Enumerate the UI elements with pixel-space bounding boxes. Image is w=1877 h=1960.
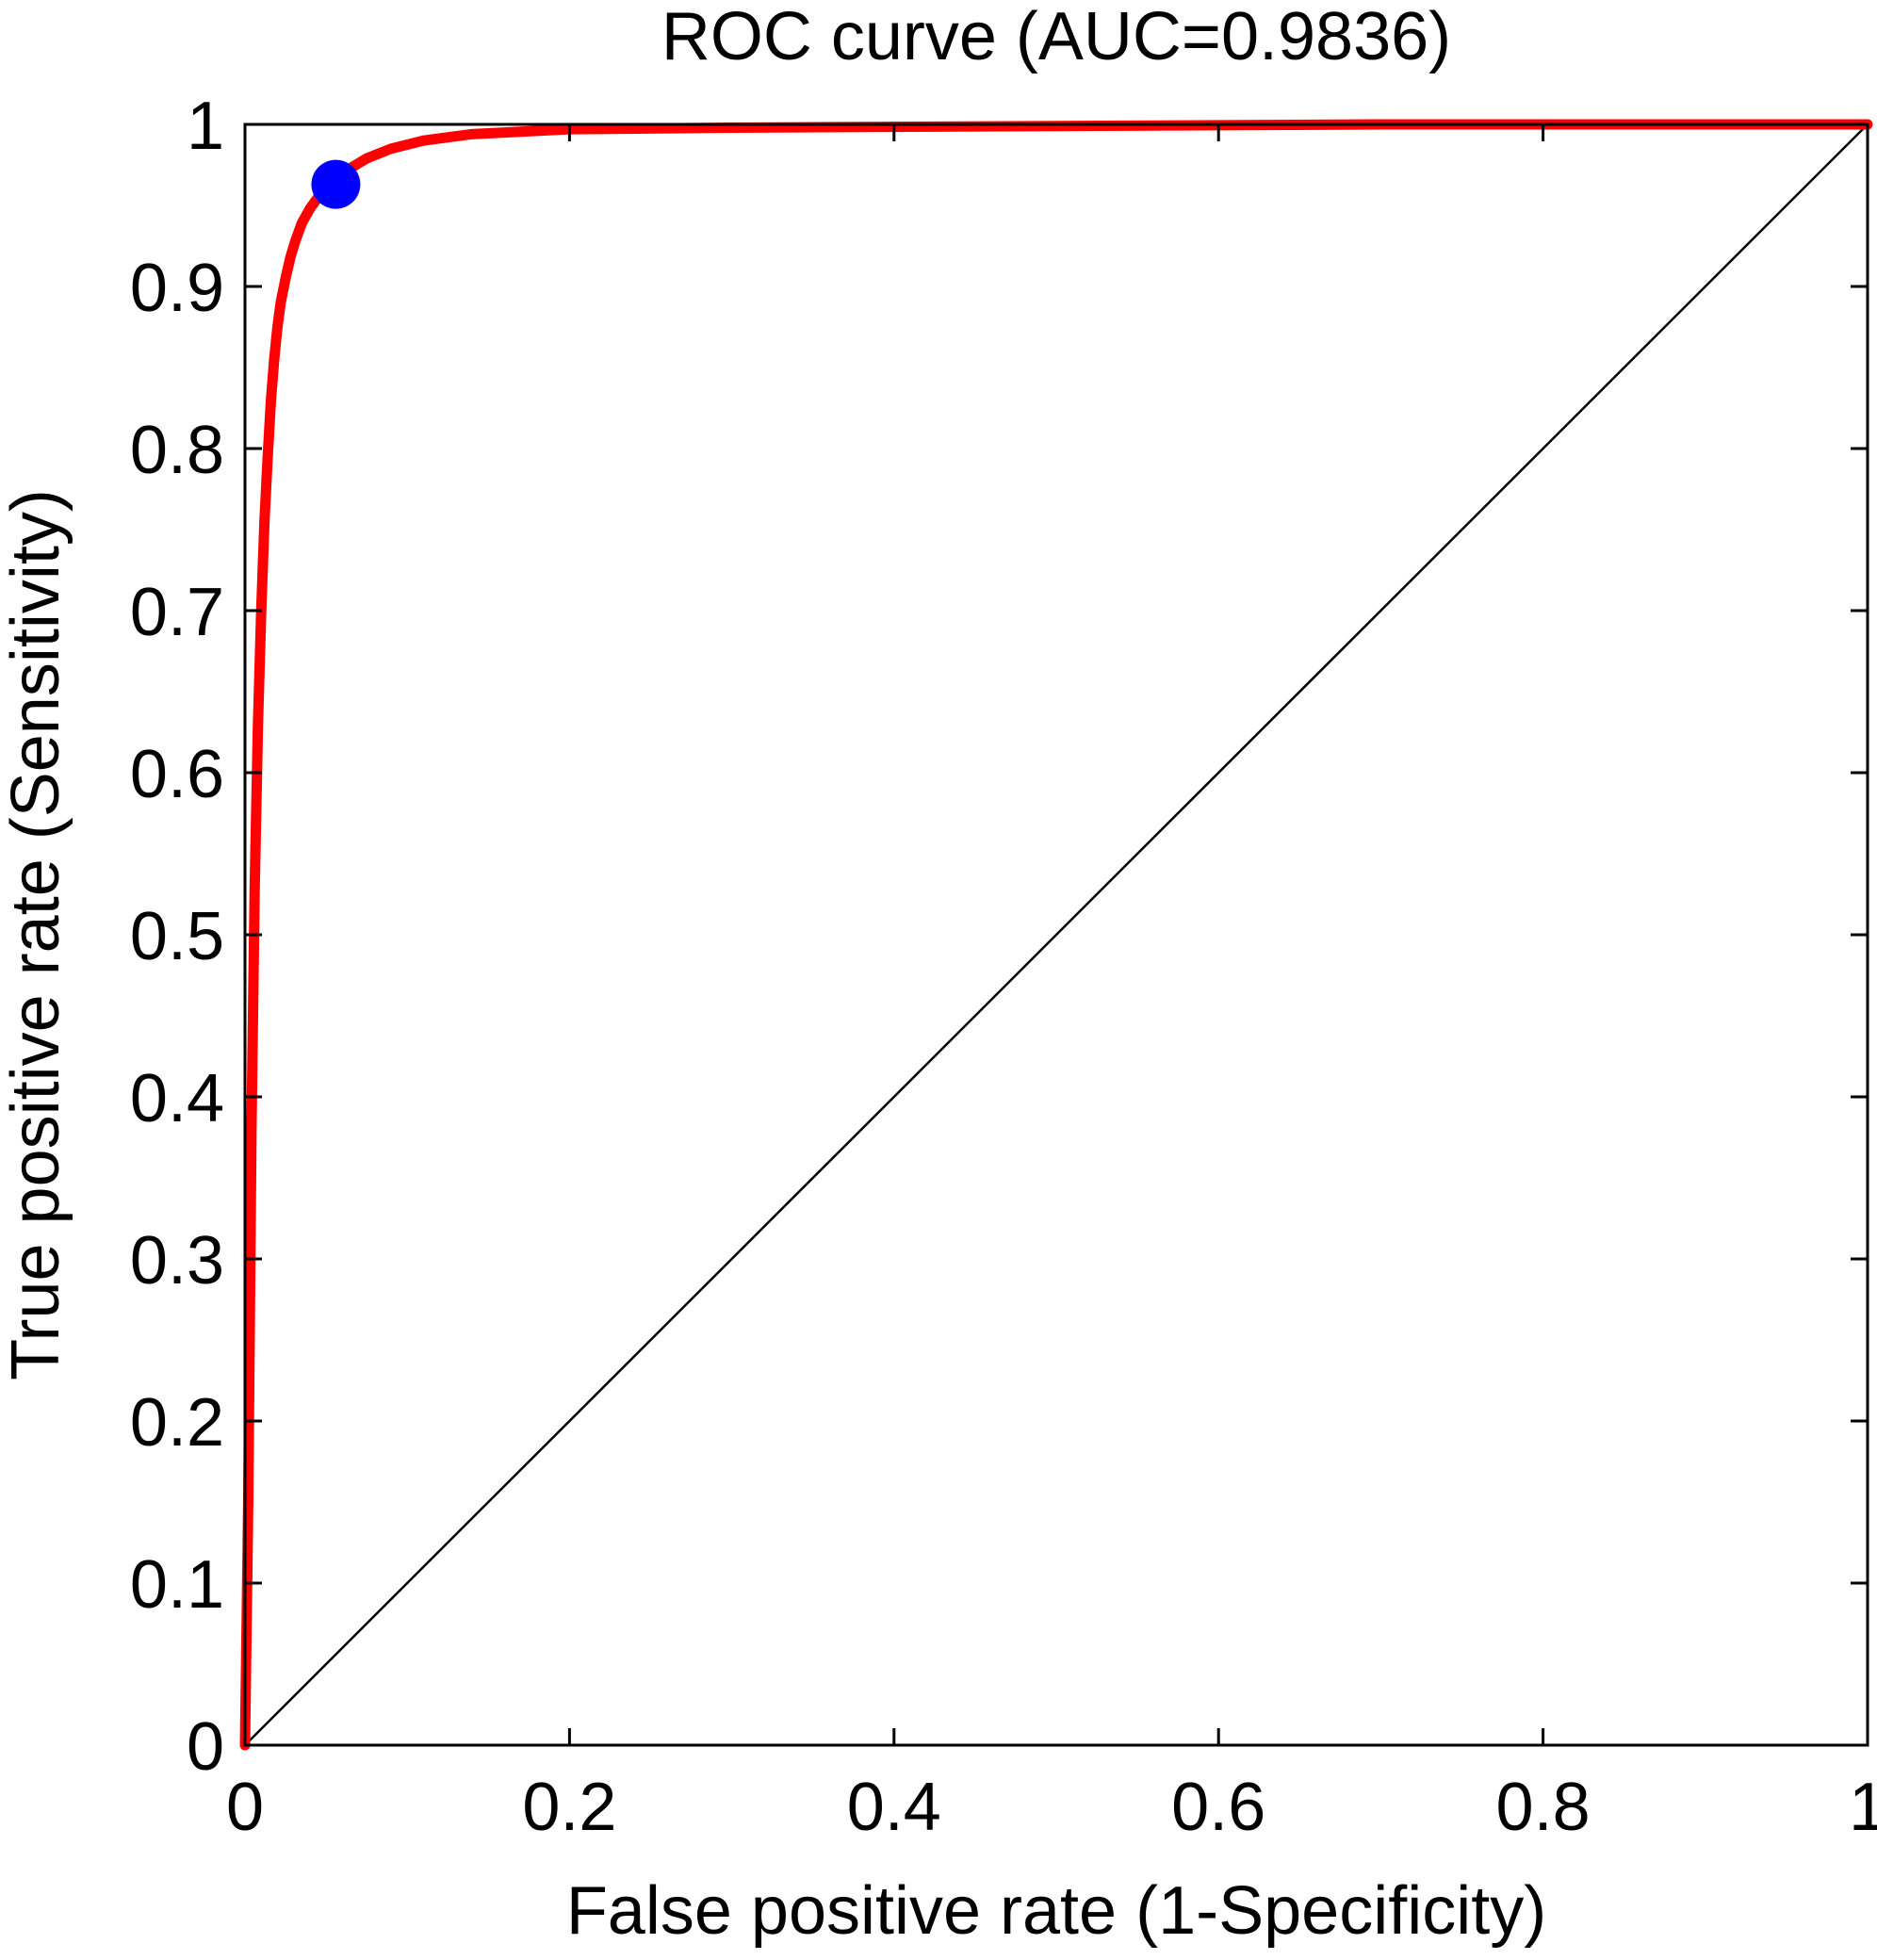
y-tick-label: 0.4 xyxy=(130,1061,224,1136)
operating-point-marker xyxy=(311,159,361,209)
y-axis-label: True positive rate (Sensitivity) xyxy=(0,489,73,1380)
marker-layer xyxy=(311,159,361,209)
y-tick-label: 0.3 xyxy=(130,1223,224,1298)
x-tick-label: 0 xyxy=(226,1770,264,1845)
x-tick-label: 1 xyxy=(1849,1770,1877,1845)
y-tick-labels: 0 0.1 0.2 0.3 0.4 0.5 0.6 0.7 0.8 0.9 1 xyxy=(130,89,224,1785)
x-tick-label: 0.2 xyxy=(522,1770,616,1845)
y-tick-label: 0.1 xyxy=(130,1547,224,1623)
chart-title: ROC curve (AUC=0.9836) xyxy=(661,0,1451,74)
x-tick-labels: 0 0.2 0.4 0.6 0.8 1 xyxy=(226,1770,1877,1845)
y-tick-label: 0 xyxy=(187,1709,224,1785)
tick-layer xyxy=(243,122,1869,1747)
x-tick-label: 0.8 xyxy=(1496,1770,1591,1845)
diagonal-reference-line xyxy=(243,122,1869,1747)
y-tick-label: 1 xyxy=(187,89,224,164)
y-tick-label: 0.5 xyxy=(130,899,224,974)
roc-curve-line xyxy=(239,119,1873,1751)
y-tick-label: 0.7 xyxy=(130,575,224,650)
x-tick-label: 0.4 xyxy=(847,1770,941,1845)
x-tick-label: 0.6 xyxy=(1171,1770,1265,1845)
y-tick-label: 0.8 xyxy=(130,413,224,488)
y-tick-label: 0.9 xyxy=(130,251,224,326)
y-tick-label: 0.6 xyxy=(130,737,224,812)
series-layer xyxy=(239,119,1873,1751)
y-tick-label: 0.2 xyxy=(130,1385,224,1461)
x-axis-label: False positive rate (1-Specificity) xyxy=(566,1873,1546,1949)
